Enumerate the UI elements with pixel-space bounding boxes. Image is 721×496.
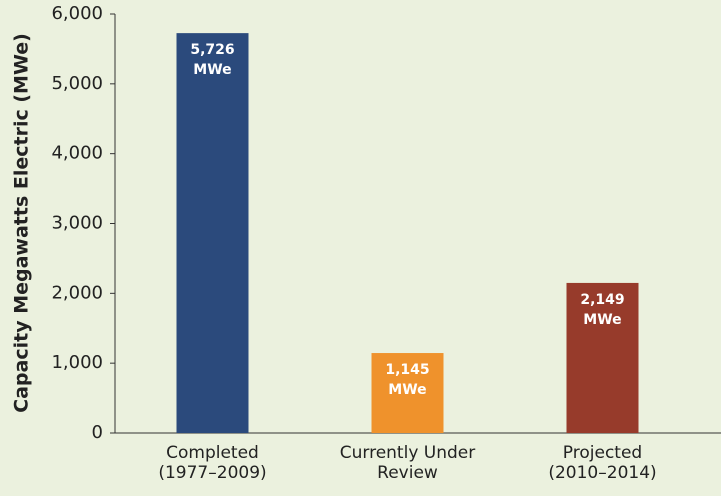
y-tick-label: 3,000 (51, 213, 103, 234)
y-tick-label: 5,000 (51, 73, 103, 94)
x-tick-label: Currently Under Review (339, 443, 476, 483)
y-tick-label: 1,000 (51, 352, 103, 373)
x-tick-label: Completed (1977–2009) (158, 443, 267, 483)
bar (371, 353, 444, 433)
value-label: 2,149 MWe (580, 291, 625, 328)
value-label: 1,145 MWe (385, 362, 430, 399)
bar (566, 282, 639, 433)
y-tick-label: 6,000 (51, 3, 103, 24)
y-axis-label: Capacity Megawatts Electric (MWe) (11, 33, 33, 413)
y-tick-label: 0 (92, 422, 103, 443)
bar (176, 33, 249, 433)
y-tick-label: 4,000 (51, 143, 103, 164)
y-tick-label: 2,000 (51, 282, 103, 303)
value-label: 5,726 MWe (190, 42, 235, 79)
x-tick-label: Projected (2010–2014) (548, 443, 657, 483)
